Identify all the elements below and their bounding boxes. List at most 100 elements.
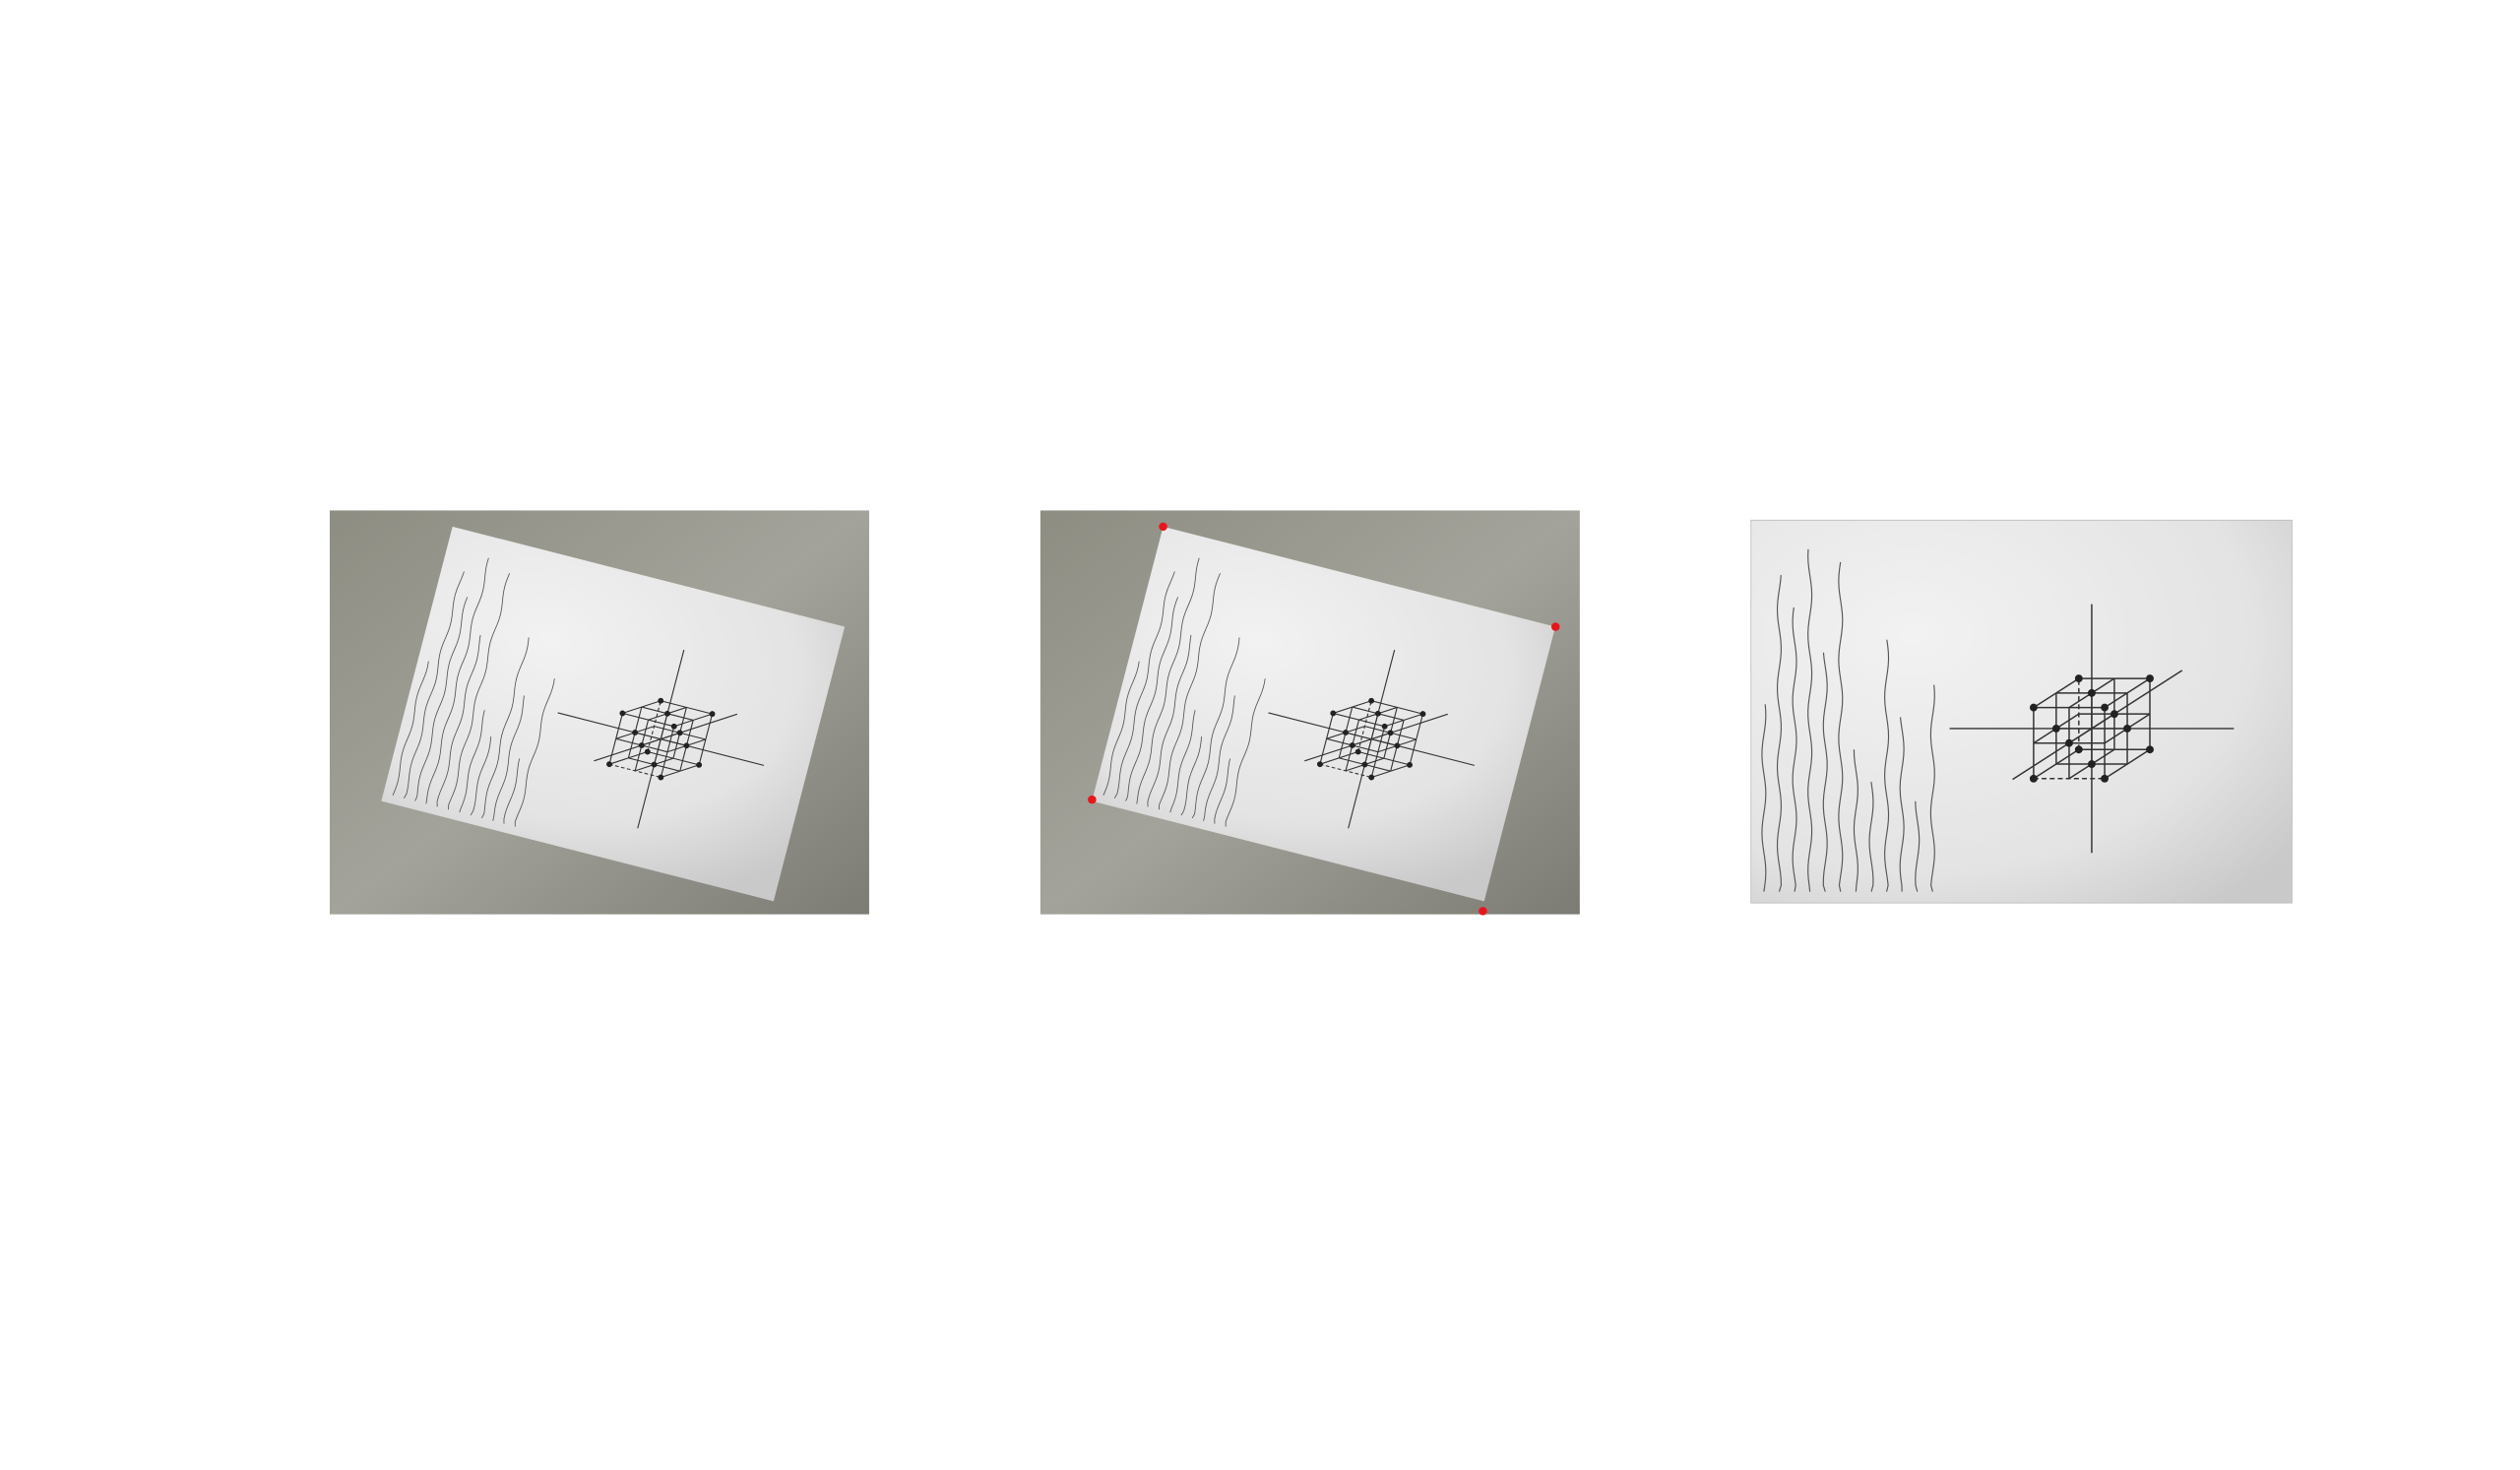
handwriting — [1929, 684, 1935, 892]
lattice-atom — [1394, 742, 1401, 749]
lattice-atom — [2146, 745, 2154, 754]
lattice-line — [594, 713, 738, 762]
handwriting — [1191, 637, 1240, 819]
lattice-atom — [2051, 724, 2060, 733]
lattice-atom — [619, 710, 626, 717]
lattice-line — [1319, 763, 1372, 779]
handwriting — [481, 637, 530, 819]
handwriting — [1776, 575, 1783, 892]
paper — [1750, 519, 2293, 904]
paper — [1092, 526, 1556, 902]
handwriting — [436, 634, 481, 807]
lattice-atom — [2088, 760, 2096, 768]
handwriting — [1113, 571, 1175, 799]
handwriting — [1225, 678, 1266, 827]
lattice-atom — [1361, 761, 1368, 768]
lattice-atom — [1407, 761, 1413, 768]
handwriting — [1868, 781, 1874, 892]
lattice-line — [1348, 649, 1396, 829]
lattice-atom — [2123, 724, 2131, 733]
lattice-atom — [683, 742, 690, 749]
lattice-line — [1304, 713, 1448, 762]
handwriting — [1147, 634, 1192, 807]
paper-sheet — [1092, 526, 1556, 902]
lattice-atom — [2074, 745, 2083, 754]
lattice-atom — [1419, 711, 1426, 718]
lattice-atom — [606, 761, 612, 768]
lattice-atom — [1368, 697, 1375, 704]
lattice-line — [1384, 713, 1423, 728]
lattice-line — [673, 713, 713, 728]
lattice-atom — [1354, 748, 1361, 755]
handwriting — [1136, 557, 1200, 804]
lattice-atom — [676, 730, 683, 736]
handwriting — [448, 573, 511, 810]
handwriting — [1214, 758, 1230, 824]
handwriting — [1125, 597, 1179, 801]
handwriting — [1853, 749, 1858, 892]
lattice-line — [1357, 750, 1411, 766]
lattice-atom — [2029, 703, 2038, 712]
paper — [381, 526, 846, 902]
lattice-atom — [2065, 738, 2073, 747]
corner-marker — [1088, 795, 1097, 804]
lattice-atom — [632, 730, 639, 735]
handwriting — [1884, 639, 1890, 892]
handwriting — [1169, 710, 1196, 813]
handwriting — [514, 678, 555, 827]
lattice-atom — [2146, 674, 2154, 683]
lattice-atom — [2074, 674, 2083, 683]
lattice-atom — [1330, 710, 1337, 717]
handwriting — [1761, 704, 1767, 892]
lattice-atom — [670, 723, 677, 730]
lattice-line — [637, 649, 685, 829]
rectified-photo — [1750, 519, 2293, 904]
lattice-atom — [1316, 761, 1323, 768]
lattice-line — [661, 764, 700, 779]
handwriting — [470, 735, 492, 816]
lattice-atom — [664, 710, 670, 717]
lattice-atom — [658, 774, 664, 781]
lattice-atom — [658, 697, 664, 704]
handwriting — [425, 557, 489, 804]
paper-content — [1761, 548, 2235, 892]
lattice-line — [2012, 670, 2183, 781]
handwriting — [1807, 548, 1813, 892]
handwriting — [1822, 652, 1828, 892]
handwriting — [414, 597, 469, 801]
handwriting — [1838, 561, 1844, 892]
lattice-line — [608, 763, 662, 779]
handwriting — [503, 758, 521, 824]
lattice-atom — [1374, 710, 1381, 717]
lattice-line — [1370, 700, 1423, 715]
handwriting — [492, 695, 525, 821]
handwriting — [403, 571, 465, 799]
lattice-line — [2104, 677, 2151, 709]
handwriting — [1915, 800, 1921, 892]
lattice-atom — [1381, 723, 1388, 730]
corners-photo — [1040, 510, 1580, 916]
lattice-line — [1371, 764, 1411, 779]
lattice-atom — [2101, 703, 2110, 712]
handwriting — [392, 661, 429, 797]
lattice-atom — [1387, 730, 1394, 736]
lattice-line — [661, 700, 713, 715]
handwriting — [459, 710, 485, 813]
original-photo — [329, 510, 869, 915]
lattice-line — [1333, 700, 1372, 714]
handwriting — [1899, 717, 1905, 892]
handwriting — [1792, 607, 1797, 892]
corner-marker — [1159, 522, 1167, 532]
lattice-atom — [1349, 742, 1355, 748]
lattice-atom — [638, 742, 645, 748]
lattice-atom — [2029, 774, 2038, 783]
handwriting — [1102, 661, 1140, 797]
lattice-atom — [644, 748, 651, 755]
lattice-atom — [709, 711, 716, 718]
corner-marker — [1550, 622, 1560, 631]
lattice-atom — [1368, 774, 1375, 781]
handwriting — [1158, 573, 1221, 810]
lattice-atom — [2101, 774, 2110, 783]
